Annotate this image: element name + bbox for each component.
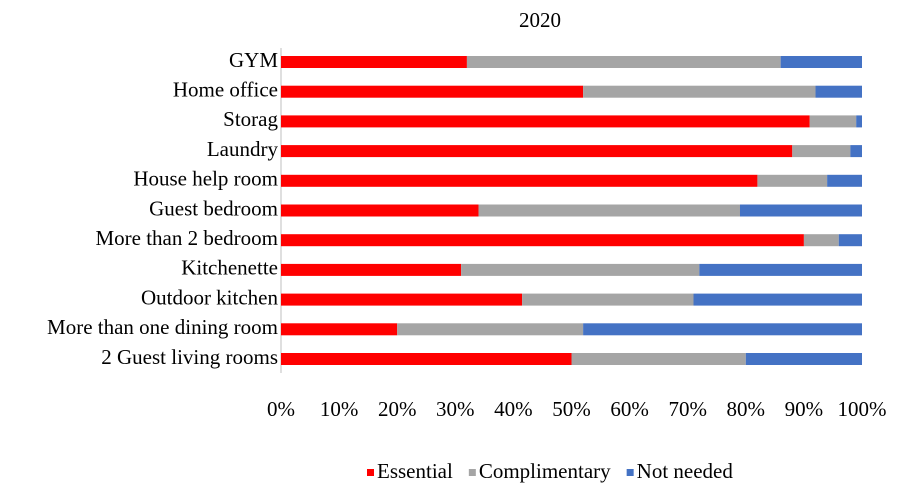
y-tick-label: House help room	[133, 167, 278, 191]
bar-segment	[583, 85, 816, 98]
bar-segment	[466, 56, 781, 68]
bar-segment	[827, 174, 862, 187]
bar-segment	[281, 353, 572, 365]
x-tick-label: 90%	[785, 397, 824, 421]
bar-segment	[281, 204, 479, 217]
bar-segment	[780, 56, 862, 68]
bar-segment	[809, 115, 857, 128]
bar-segment	[281, 174, 758, 187]
legend-swatch	[468, 469, 476, 476]
bar-segment	[281, 234, 804, 247]
bar-segment	[803, 234, 839, 247]
bar-segment	[856, 115, 862, 128]
x-tick-label: 0%	[267, 397, 295, 421]
bar-segment	[478, 204, 740, 217]
bar-segment	[281, 56, 467, 68]
y-tick-label: More than 2 bedroom	[95, 226, 278, 250]
bar-segment	[281, 323, 398, 336]
y-tick-label: 2 Guest living rooms	[101, 345, 278, 369]
legend-label: Essential	[377, 459, 453, 483]
bar-segment	[699, 263, 862, 276]
y-tick-label: More than one dining room	[47, 315, 278, 339]
bar-segment	[838, 234, 862, 247]
y-tick-label: Home office	[173, 78, 278, 102]
bar-segment	[739, 204, 862, 217]
legend-swatch	[626, 469, 634, 476]
bar-segment	[745, 353, 862, 365]
x-tick-label: 10%	[320, 397, 359, 421]
bar-segment	[571, 353, 746, 365]
bar-segment	[281, 85, 584, 98]
bar-segment	[583, 323, 862, 336]
y-tick-label: Guest bedroom	[149, 196, 278, 220]
bar-segment	[281, 263, 462, 276]
bar-segment	[281, 115, 810, 128]
bar-segment	[850, 145, 862, 158]
x-tick-label: 40%	[494, 397, 533, 421]
bar-segment	[792, 145, 851, 158]
bar-segment	[522, 293, 694, 306]
x-tick-label: 80%	[727, 397, 766, 421]
bar-segment	[397, 323, 584, 336]
x-tick-label: 30%	[436, 397, 475, 421]
bar-segment	[461, 263, 700, 276]
bar-segment	[815, 85, 862, 98]
y-tick-label: GYM	[229, 48, 278, 72]
y-tick-label: Laundry	[207, 137, 279, 161]
x-tick-label: 50%	[552, 397, 591, 421]
bar-segment	[281, 145, 793, 158]
x-tick-label: 60%	[610, 397, 649, 421]
y-tick-label: Storag	[223, 107, 278, 131]
legend-swatch	[367, 469, 374, 476]
bar-segment	[281, 293, 523, 306]
x-tick-label: 20%	[378, 397, 417, 421]
x-tick-label: 100%	[838, 397, 887, 421]
x-tick-label: 70%	[668, 397, 707, 421]
y-tick-label: Kitchenette	[181, 256, 278, 280]
legend-label: Not needed	[637, 459, 734, 483]
legend-label: Complimentary	[479, 459, 611, 483]
bar-segment	[757, 174, 828, 187]
y-tick-label: Outdoor kitchen	[141, 285, 279, 309]
chart-title: 2020	[519, 8, 561, 32]
bar-segment	[693, 293, 862, 306]
